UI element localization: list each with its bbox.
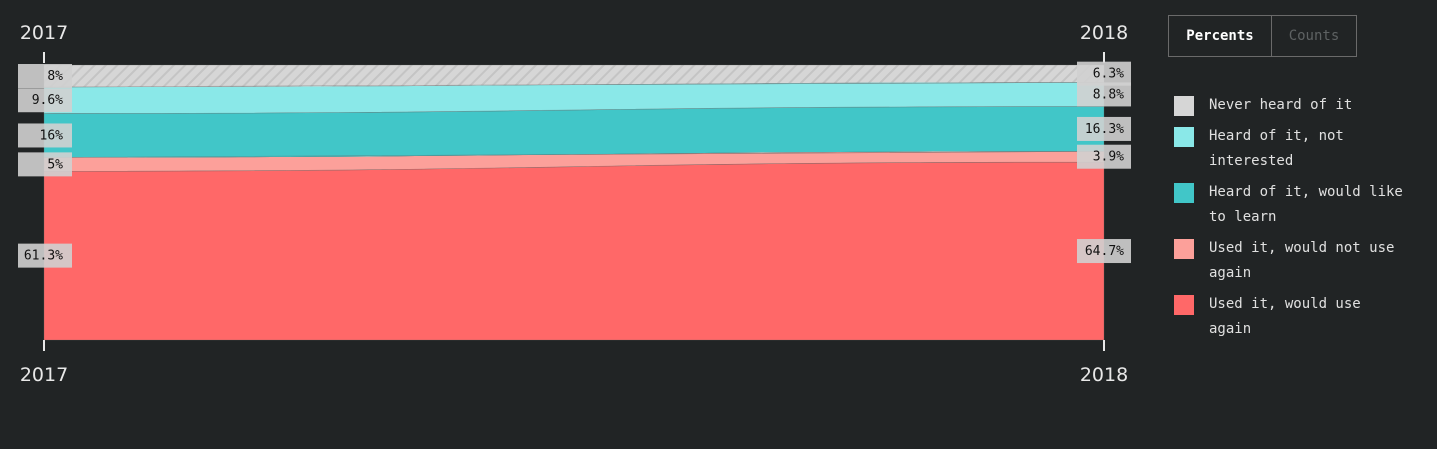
value-label: 9.6% <box>18 88 72 113</box>
legend-item-not-interested[interactable]: Heard of it, not interested <box>1174 126 1434 174</box>
legend-swatch <box>1174 96 1194 116</box>
legend-label: Heard of it, not interested <box>1209 128 1344 169</box>
value-label: 5% <box>18 152 72 177</box>
value-label: 8% <box>18 64 72 89</box>
svg-text:61.3%: 61.3% <box>24 249 63 264</box>
svg-text:64.7%: 64.7% <box>1085 244 1124 259</box>
value-label: 16.3% <box>1077 116 1131 141</box>
legend-swatch <box>1174 295 1194 315</box>
legend-item-would-not-use-again[interactable]: Used it, would not use again <box>1174 238 1434 286</box>
svg-text:6.3%: 6.3% <box>1093 67 1124 82</box>
legend-label: Heard of it, would like to learn <box>1209 184 1403 225</box>
tab-counts[interactable]: Counts <box>1271 16 1356 56</box>
value-label: 64.7% <box>1077 239 1131 264</box>
legend-label: Used it, would use again <box>1209 296 1361 337</box>
svg-text:16.3%: 16.3% <box>1085 122 1124 137</box>
legend: Never heard of it Heard of it, not inter… <box>1174 95 1434 350</box>
legend-item-never-heard[interactable]: Never heard of it <box>1174 95 1434 118</box>
svg-text:5%: 5% <box>47 157 63 172</box>
legend-swatch <box>1174 183 1194 203</box>
area-heard-of-it-would-like-to-learn[interactable] <box>43 106 1105 158</box>
value-label: 16% <box>18 123 72 148</box>
value-label: 6.3% <box>1077 61 1131 86</box>
svg-text:16%: 16% <box>40 128 64 143</box>
legend-item-would-like-to-learn[interactable]: Heard of it, would like to learn <box>1174 182 1434 230</box>
legend-swatch <box>1174 239 1194 259</box>
stacked-area-chart: 2017 2018 2017 2018 61.3% 5% 16% 9.6% 8% 64.7% 3.… <box>18 22 1131 386</box>
view-toggle: Percents Counts <box>1168 15 1357 57</box>
svg-text:3.9%: 3.9% <box>1093 150 1124 165</box>
year-label: 2017 <box>20 364 68 386</box>
value-label: 3.9% <box>1077 144 1131 169</box>
year-label: 2017 <box>20 22 68 44</box>
svg-text:8%: 8% <box>47 69 63 84</box>
tab-percents[interactable]: Percents <box>1186 28 1254 44</box>
year-label: 2018 <box>1080 364 1128 386</box>
svg-text:8.8%: 8.8% <box>1093 87 1124 102</box>
legend-label: Never heard of it <box>1209 97 1353 113</box>
legend-swatch <box>1174 127 1194 147</box>
year-label: 2018 <box>1080 22 1128 44</box>
value-label: 8.8% <box>1077 82 1131 107</box>
svg-text:9.6%: 9.6% <box>32 93 63 108</box>
area-used-it-would-use-again[interactable] <box>43 161 1105 341</box>
legend-label: Used it, would not use again <box>1209 240 1395 281</box>
value-label: 61.3% <box>18 243 72 268</box>
legend-item-would-use-again[interactable]: Used it, would use again <box>1174 294 1434 342</box>
